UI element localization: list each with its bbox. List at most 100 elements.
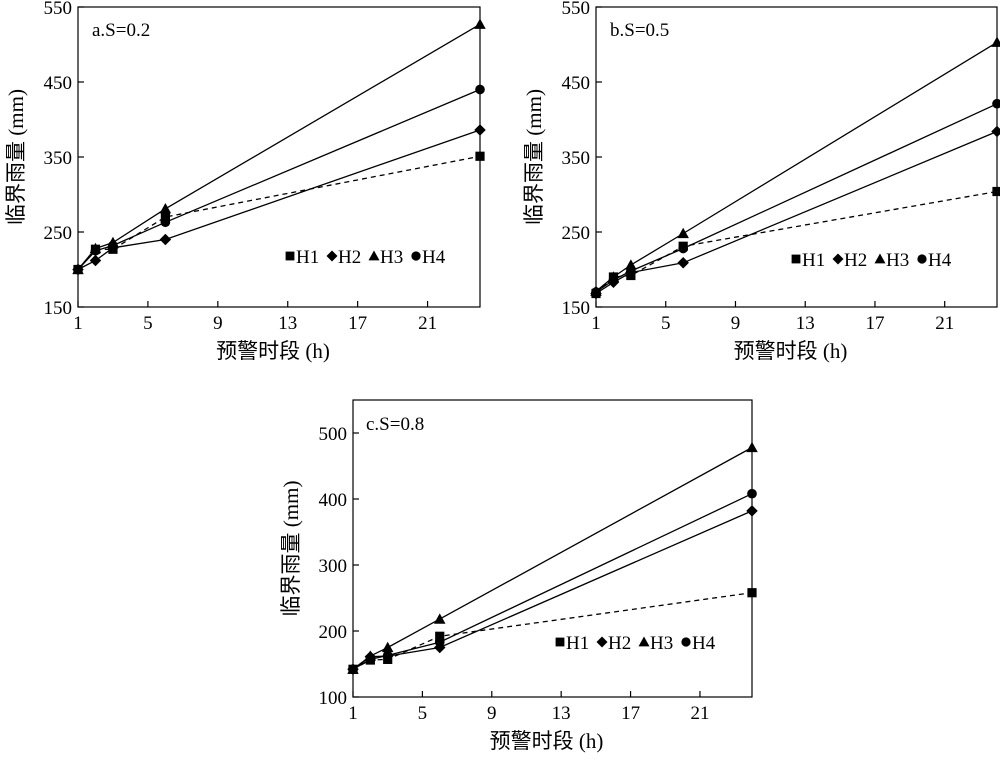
data-point-h3 <box>677 227 689 239</box>
data-point-h4 <box>382 650 393 661</box>
x-tick-label: 21 <box>935 313 954 334</box>
data-point-h4 <box>348 664 358 675</box>
x-tick-label: 5 <box>143 313 153 334</box>
y-tick-label: 150 <box>44 298 73 319</box>
x-tick-label: 13 <box>552 703 571 724</box>
panel-label: b.S=0.5 <box>610 20 669 41</box>
x-tick-label: 17 <box>865 313 884 334</box>
legend-marker-h1 <box>791 254 801 264</box>
data-point-h4 <box>90 245 101 256</box>
chart-panel-2: 150 250 350 450 550 1 5 9 13 17 21 预警时段 (h) 临界雨量 (mm… <box>522 0 1000 363</box>
series-line-h3 <box>77 23 481 270</box>
legend: H1 H2 H3 H4 <box>555 633 716 654</box>
y-tick-label: 500 <box>319 424 348 445</box>
data-point-h3 <box>474 18 486 29</box>
legend-label-h2: H2 <box>338 247 361 268</box>
legend-label-h2: H2 <box>844 250 867 271</box>
series-h4 <box>73 84 485 275</box>
legend-label-h4: H4 <box>928 250 952 271</box>
x-tick-label: 13 <box>278 313 297 334</box>
x-tick-label: 9 <box>213 313 223 334</box>
x-axis-label: 预警时段 (h) <box>734 339 848 363</box>
data-point-h2 <box>89 254 102 267</box>
x-tick-label: 21 <box>690 703 709 724</box>
data-point-h3 <box>991 36 1000 47</box>
data-point-h3 <box>433 613 446 624</box>
data-point-h4 <box>992 98 1000 109</box>
x-tick-label: 17 <box>348 313 367 334</box>
x-axis-label: 预警时段 (h) <box>216 339 330 363</box>
data-point-h4 <box>365 654 376 665</box>
data-point-h4 <box>108 240 118 251</box>
y-tick-label: 400 <box>319 490 348 511</box>
x-tick-label: 1 <box>73 313 83 334</box>
x-axis-label: 预警时段 (h) <box>490 729 604 753</box>
data-point-h4 <box>747 488 757 499</box>
y-tick-label: 550 <box>44 0 73 19</box>
series-h4 <box>591 98 1000 297</box>
plot-frame <box>77 6 481 308</box>
legend-label-h1: H1 <box>566 633 589 654</box>
plot-frame <box>352 399 753 698</box>
legend-marker-h3 <box>368 250 380 261</box>
legend-marker-h4 <box>411 251 421 261</box>
data-point-h1 <box>747 588 757 598</box>
chart-panel-3: 100 200 300 400 500 1 5 9 13 17 21 预警时段 (h) 临界雨量 (mm… <box>279 399 758 753</box>
data-point-h2 <box>677 257 689 269</box>
legend-label-h3: H3 <box>650 633 673 654</box>
data-point-h4 <box>626 266 636 276</box>
legend-marker-h1 <box>555 637 565 647</box>
data-point-h4 <box>160 217 171 228</box>
panel-label: c.S=0.8 <box>366 414 424 435</box>
data-point-h3 <box>159 203 172 214</box>
legend-marker-h3 <box>638 636 650 647</box>
x-tick-label: 9 <box>487 703 497 724</box>
x-tick-label: 1 <box>348 703 358 724</box>
y-axis-label: 临界雨量 (mm) <box>522 89 546 225</box>
x-tick-label: 1 <box>591 313 601 334</box>
y-tick-label: 150 <box>562 298 591 319</box>
x-tick-label: 5 <box>661 313 671 334</box>
data-point-h2 <box>746 505 758 517</box>
legend: H1 H2 H3 H4 <box>791 250 952 271</box>
x-tick-label: 13 <box>796 313 815 334</box>
y-tick-label: 350 <box>562 148 591 169</box>
y-tick-label: 250 <box>44 223 73 244</box>
data-point-h4 <box>434 637 445 648</box>
legend-marker-h2 <box>832 253 844 265</box>
data-point-h4 <box>475 84 485 95</box>
legend-label-h4: H4 <box>692 633 716 654</box>
legend-marker-h4 <box>681 637 691 647</box>
data-point-h4 <box>608 275 619 285</box>
x-tick-label: 5 <box>418 703 428 724</box>
legend-label-h2: H2 <box>608 633 631 654</box>
data-point-h3 <box>381 641 394 653</box>
legend-marker-h3 <box>874 253 886 264</box>
series-line-h1 <box>352 592 753 670</box>
legend-marker-h2 <box>596 636 608 648</box>
x-tick-label: 17 <box>621 703 640 724</box>
y-tick-label: 300 <box>319 556 348 577</box>
data-point-h2 <box>991 125 1000 138</box>
legend-marker-h2 <box>326 250 338 262</box>
legend-marker-h4 <box>917 254 927 264</box>
legend-label-h1: H1 <box>802 250 825 271</box>
series-h1 <box>591 186 1000 299</box>
y-tick-label: 250 <box>562 223 591 244</box>
legend-label-h3: H3 <box>380 247 403 268</box>
series-h4 <box>348 488 757 675</box>
chart-panel-1: 150 250 350 450 550 1 5 9 13 17 21 预警时段 (h) 临界雨量 (mm… <box>4 0 486 363</box>
y-tick-label: 550 <box>562 0 591 19</box>
legend-label-h3: H3 <box>886 250 909 271</box>
series-line-h4 <box>77 88 481 270</box>
data-point-h1 <box>160 212 170 222</box>
y-tick-label: 100 <box>319 688 348 709</box>
data-point-h3 <box>746 441 758 453</box>
data-point-h4 <box>678 243 689 254</box>
legend-label-h1: H1 <box>296 247 319 268</box>
series-line-h1 <box>77 155 481 270</box>
data-point-h2 <box>159 233 172 246</box>
data-point-h2 <box>474 124 486 136</box>
